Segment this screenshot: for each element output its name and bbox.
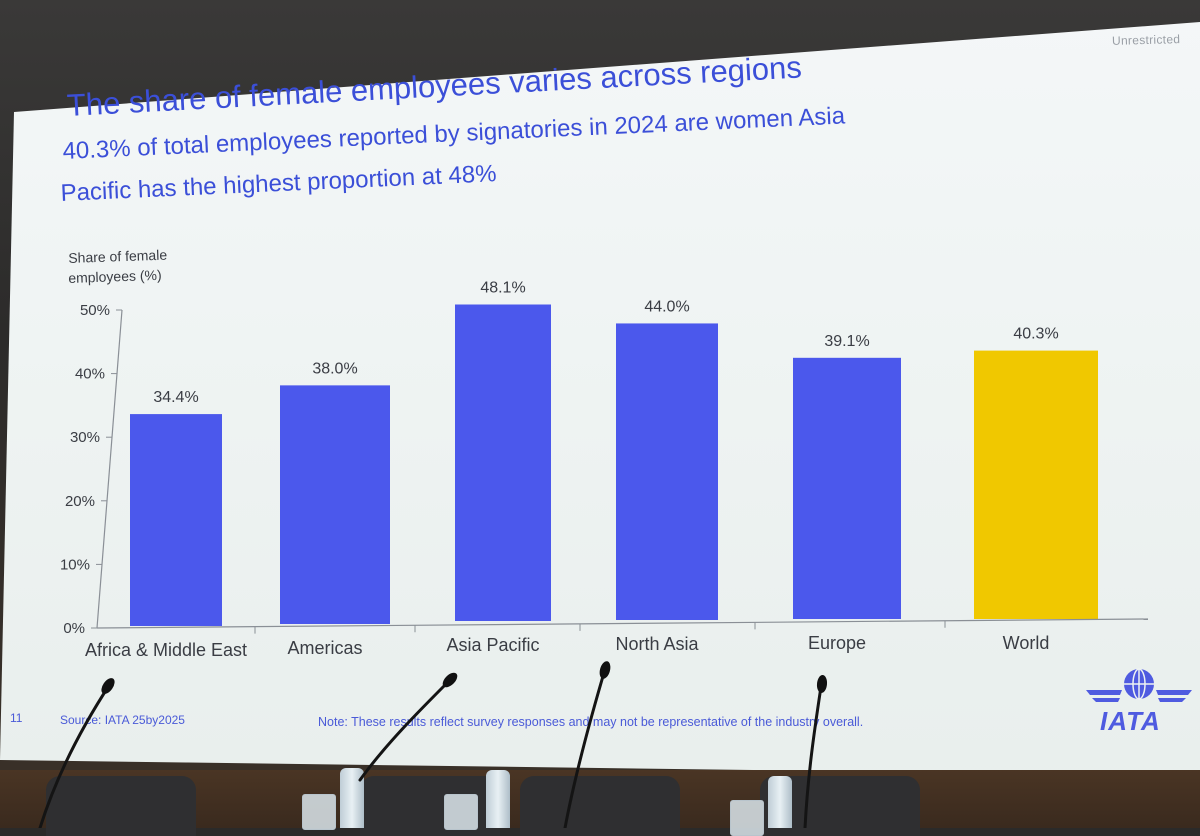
bar-value-label: 48.1% xyxy=(480,280,525,297)
y-axis: 0% 10% 20% 30% 40% 50% xyxy=(60,302,123,637)
bar-africa-middle-east xyxy=(130,414,222,626)
y-tick-label: 50% xyxy=(80,302,110,319)
chair xyxy=(46,776,196,836)
bar-value-label: 44.0% xyxy=(644,298,689,315)
y-tick-label: 20% xyxy=(65,493,95,510)
category-label: Asia Pacific xyxy=(446,635,539,655)
category-label: North Asia xyxy=(615,634,699,654)
y-tick-label: 10% xyxy=(60,556,90,573)
water-bottle xyxy=(486,770,510,828)
category-label: Europe xyxy=(808,633,866,653)
bar-world xyxy=(974,350,1098,619)
water-glass xyxy=(444,794,478,830)
disclaimer-note: Note: These results reflect survey respo… xyxy=(318,715,864,729)
x-axis-line xyxy=(96,618,1149,629)
bar-asia-pacific xyxy=(455,304,551,621)
y-axis-line xyxy=(96,309,123,629)
bar-value-label: 40.3% xyxy=(1013,326,1058,343)
bar-europe xyxy=(793,357,901,619)
y-tick-label: 30% xyxy=(70,429,100,446)
page-number: 11 xyxy=(10,711,23,725)
iata-globe-logo-icon xyxy=(1086,668,1192,702)
x-axis: Africa & Middle East Americas Asia Pacific… xyxy=(85,618,1149,660)
bars: 34.4% 38.0% 48.1% 44.0% 39.1% 40.3% xyxy=(130,280,1098,626)
bar-value-label: 38.0% xyxy=(312,360,357,377)
bar-north-asia xyxy=(616,323,718,620)
water-bottle xyxy=(340,768,364,828)
chair xyxy=(360,776,500,836)
bar-value-label: 39.1% xyxy=(824,333,869,350)
category-label: Americas xyxy=(287,638,362,658)
bar-value-label: 34.4% xyxy=(153,389,198,406)
iata-logo-text: IATA xyxy=(1100,706,1161,736)
category-label: Africa & Middle East xyxy=(85,640,247,660)
category-label: World xyxy=(1003,633,1050,653)
bar-americas xyxy=(280,385,390,624)
y-tick-label: 0% xyxy=(63,620,85,637)
y-tick-label: 40% xyxy=(75,366,105,383)
water-glass xyxy=(302,794,336,830)
water-glass xyxy=(730,800,764,836)
water-bottle xyxy=(768,776,792,828)
chair xyxy=(520,776,680,836)
source-note: Source: IATA 25by2025 xyxy=(60,713,185,727)
